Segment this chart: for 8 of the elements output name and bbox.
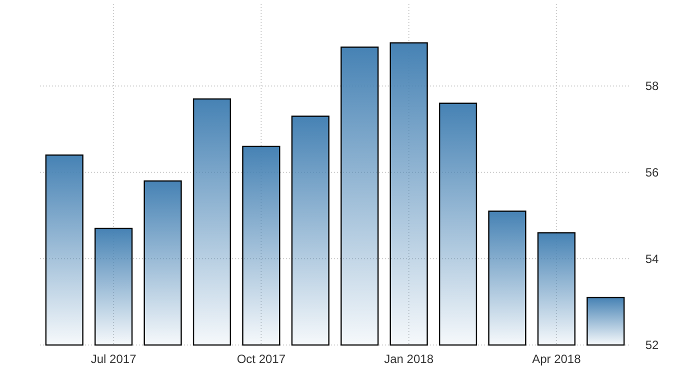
y-tick-label: 56 [645,166,659,180]
x-tick-label: Jul 2017 [90,352,137,366]
x-tick-label: Jan 2018 [384,352,434,366]
y-tick-label: 54 [645,252,659,266]
y-tick-label: 52 [645,338,659,352]
x-tick-label: Apr 2018 [532,352,582,366]
y-tick-label: 58 [645,79,659,94]
x-tick-label: Oct 2017 [236,352,286,366]
